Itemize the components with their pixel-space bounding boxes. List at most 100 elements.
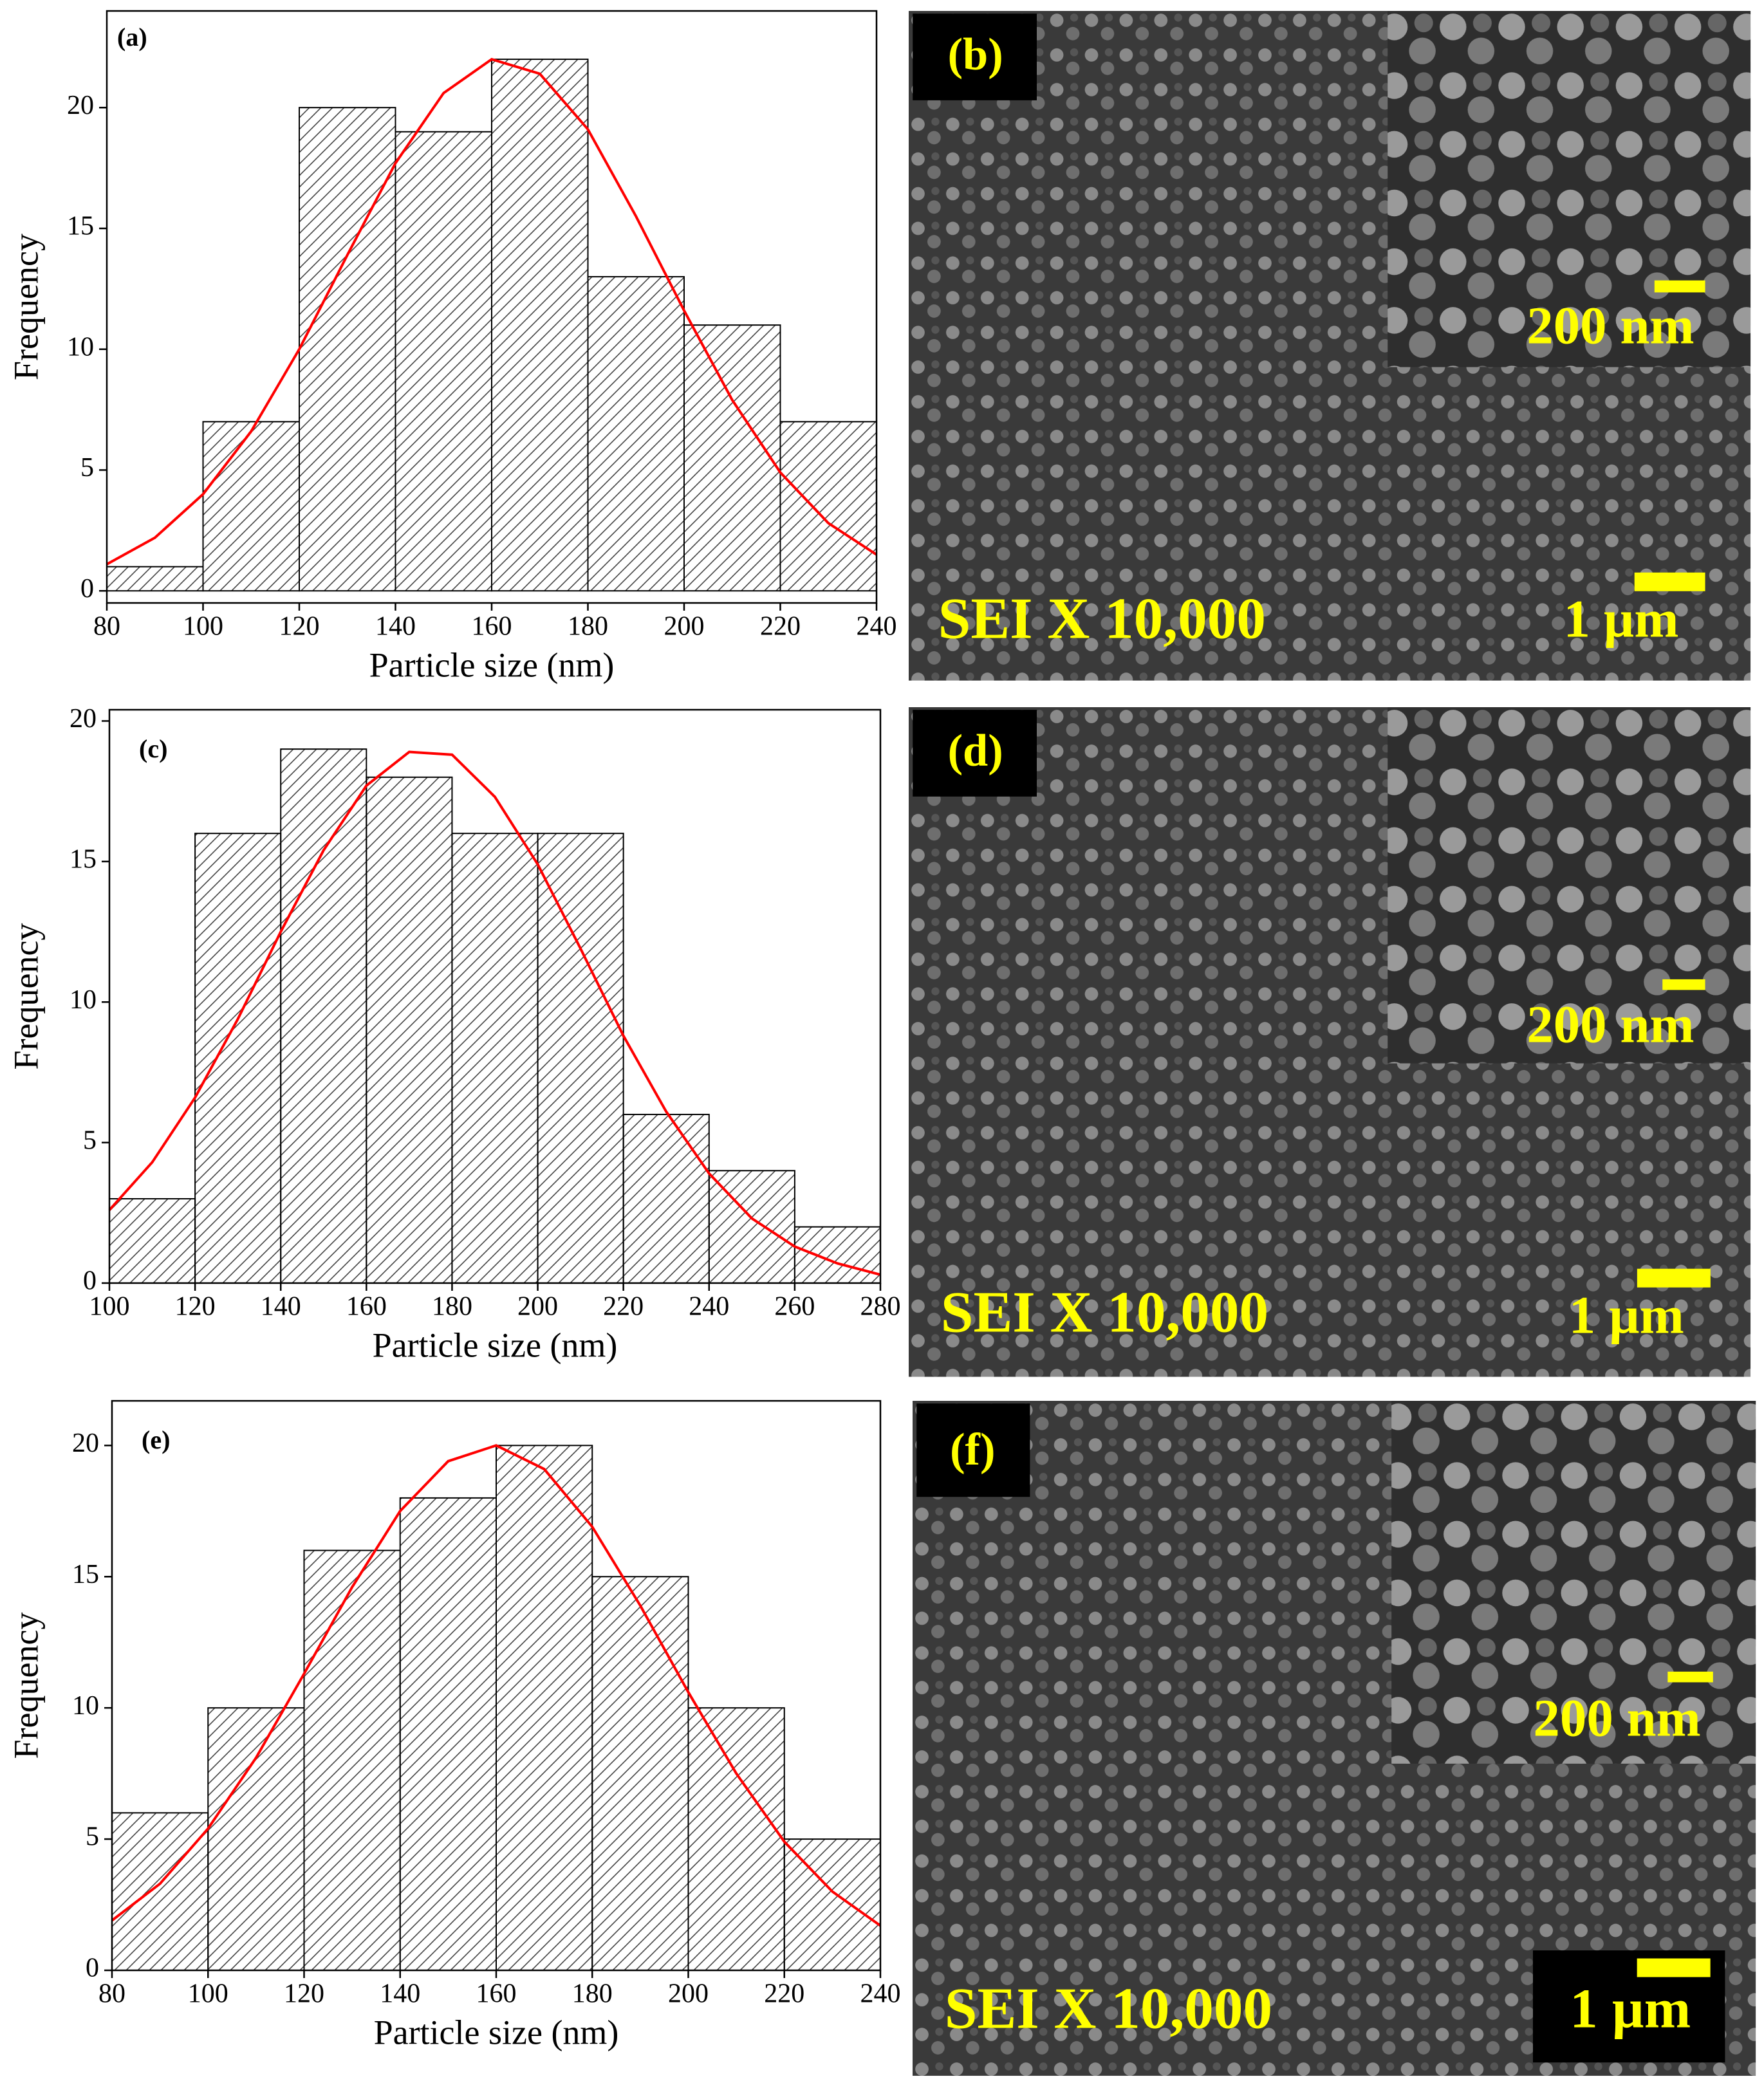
y-tick-label: 10 xyxy=(67,332,94,362)
panel-label: (c) xyxy=(139,734,167,763)
inset xyxy=(1388,707,1751,1064)
caption: SEI X 10,000 xyxy=(941,1279,1268,1344)
scale-bar xyxy=(1654,280,1705,293)
panel-label: (e) xyxy=(142,1425,170,1454)
bar xyxy=(783,1838,881,1972)
x-tick-label: 260 xyxy=(774,1292,815,1322)
caption: SEI X 10,000 xyxy=(945,1976,1272,2041)
inset-scale: 200 nm xyxy=(1527,296,1694,355)
bar xyxy=(109,1198,196,1284)
x-tick-label: 200 xyxy=(664,612,705,642)
chart: 80 100 120 140 160 180 200 220 240 0 5 10 15 20 Partic… xyxy=(6,1400,901,2051)
y-tick-label: 15 xyxy=(72,1560,99,1589)
x-axis-title: Particle size (nm) xyxy=(373,1326,618,1364)
y-tick-label: 5 xyxy=(86,1822,99,1852)
x-tick-label: 80 xyxy=(98,1979,125,2009)
scale: 1 µm xyxy=(1569,1286,1684,1345)
caption: SEI X 10,000 xyxy=(938,586,1266,651)
x-tick-label: 100 xyxy=(183,612,223,642)
fit-curve xyxy=(108,750,881,1276)
x-tick-label: 220 xyxy=(603,1292,644,1322)
sem-image: (d) 200 nm 1 µm SEI X 10,000 xyxy=(909,707,1751,1377)
x-tick-label: 200 xyxy=(517,1292,558,1322)
x-tick-label: 240 xyxy=(689,1292,729,1322)
y-tick-label: 0 xyxy=(83,1266,97,1296)
x-tick-label: 100 xyxy=(188,1979,228,2009)
x-tick-label: 160 xyxy=(472,612,512,642)
scale-bar xyxy=(1634,572,1705,591)
label-box xyxy=(913,14,1037,100)
bar xyxy=(451,833,539,1284)
scale-bar xyxy=(1637,1958,1711,1977)
bar xyxy=(537,833,624,1284)
y-tick-label: 0 xyxy=(80,574,94,604)
y-tick-label: 10 xyxy=(70,985,97,1015)
scale: 1 µm xyxy=(1570,1977,1691,2040)
label-box xyxy=(913,710,1037,797)
y-tick-label: 15 xyxy=(67,212,94,241)
bar xyxy=(366,776,453,1284)
bar xyxy=(202,421,300,592)
chart: 80 100 120 140 160 180 200 220 240 0 5 10 15 20 Partic… xyxy=(6,10,897,684)
x-tick-label: 120 xyxy=(175,1292,216,1322)
x-tick-label: 80 xyxy=(93,612,120,642)
bar xyxy=(207,1707,305,1972)
x-tick-label: 200 xyxy=(668,1979,709,2009)
y-tick-label: 5 xyxy=(83,1125,97,1155)
sem-image: (f) 200 nm 1 µm SEI X 10,000 xyxy=(913,1401,1756,2076)
y-axis-title: Frequency xyxy=(6,234,45,380)
bar xyxy=(794,1226,882,1284)
scale-bar xyxy=(1667,1671,1713,1683)
x-tick-label: 280 xyxy=(860,1292,901,1322)
bar xyxy=(496,1445,593,1971)
x-tick-label: 240 xyxy=(860,1979,901,2009)
inset xyxy=(1388,11,1751,367)
y-tick-label: 5 xyxy=(80,453,94,483)
x-tick-label: 180 xyxy=(572,1979,613,2009)
scale-bar xyxy=(1662,979,1705,990)
bar xyxy=(399,1497,497,1972)
x-tick-label: 220 xyxy=(760,612,801,642)
x-tick-label: 220 xyxy=(764,1979,804,2009)
scale-bar xyxy=(1637,1268,1711,1288)
bar xyxy=(299,107,396,592)
bar xyxy=(779,421,877,592)
plot-frame xyxy=(108,708,882,1284)
y-axis-title: Frequency xyxy=(6,923,45,1070)
bar xyxy=(106,566,204,592)
inset-scale: 200 nm xyxy=(1533,1688,1700,1748)
sem-image: (b) 200 nm 1 µm SEI X 10,000 xyxy=(909,11,1751,681)
x-tick-label: 140 xyxy=(380,1979,420,2009)
y-tick-label: 20 xyxy=(70,704,97,734)
chart: 100 120 140 160 180 200 220 240 260 280 0 5 10 15 20 Pa… xyxy=(6,704,900,1364)
panel-label: (b) xyxy=(948,30,1003,80)
fit-curve xyxy=(111,1444,882,1927)
x-axis-title: Particle size (nm) xyxy=(369,645,615,684)
x-tick-label: 140 xyxy=(261,1292,301,1322)
bar xyxy=(587,276,685,592)
y-tick-label: 20 xyxy=(67,91,94,120)
x-tick-label: 180 xyxy=(432,1292,472,1322)
y-tick-label: 0 xyxy=(86,1954,99,1983)
fit-curve xyxy=(106,57,878,566)
panel-label: (a) xyxy=(117,23,147,51)
bar xyxy=(683,324,781,592)
y-axis-title: Frequency xyxy=(6,1613,45,1759)
inset xyxy=(1391,1401,1756,1764)
bar xyxy=(194,833,282,1284)
inset-scale: 200 nm xyxy=(1527,995,1694,1054)
scale: 1 µm xyxy=(1563,589,1678,649)
x-tick-label: 120 xyxy=(284,1979,324,2009)
panel-label: (d) xyxy=(948,726,1003,776)
y-tick-label: 20 xyxy=(72,1429,99,1458)
panel-label: (f) xyxy=(950,1425,995,1475)
x-axis-title: Particle size (nm) xyxy=(374,2013,619,2051)
x-tick-label: 140 xyxy=(375,612,416,642)
x-tick-label: 180 xyxy=(568,612,608,642)
bar xyxy=(280,748,367,1284)
x-tick-label: 160 xyxy=(476,1979,517,2009)
x-tick-label: 240 xyxy=(857,612,897,642)
bar xyxy=(395,131,492,592)
bar xyxy=(111,1812,209,1972)
